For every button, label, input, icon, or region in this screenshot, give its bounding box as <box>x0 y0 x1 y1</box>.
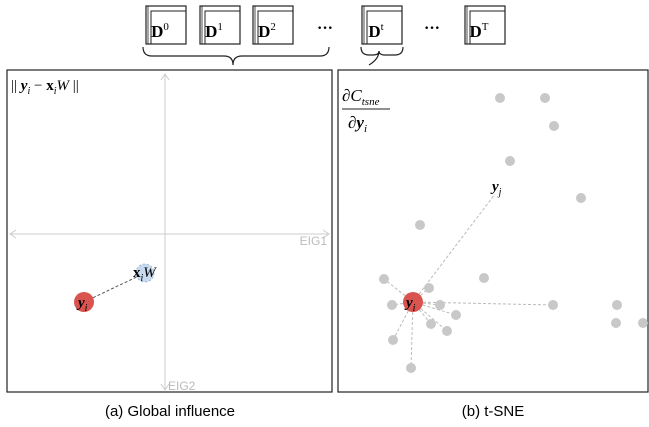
point <box>135 263 155 283</box>
block-inner <box>150 10 186 44</box>
text: i <box>413 303 416 314</box>
point <box>74 292 94 312</box>
text: 2 <box>270 21 276 33</box>
dots <box>379 93 648 373</box>
text: || <box>73 78 79 94</box>
text: t <box>381 21 384 33</box>
block-label: D1 <box>205 21 223 41</box>
text: ∂C <box>342 86 362 105</box>
formula: ∂yi <box>348 113 367 135</box>
text: − <box>34 78 42 94</box>
block-label: DT <box>469 21 488 41</box>
text: x <box>46 78 54 94</box>
data-block <box>145 5 187 45</box>
dot <box>548 300 558 310</box>
brace <box>360 46 380 66</box>
axis-arrow <box>9 229 330 239</box>
dot <box>612 300 622 310</box>
dot <box>576 193 586 203</box>
dot <box>451 310 461 320</box>
data-block <box>199 5 241 45</box>
text: x <box>133 265 141 281</box>
text: W <box>143 265 157 281</box>
dot <box>495 93 505 103</box>
caption: (b) t-SNE <box>462 403 525 420</box>
brace <box>142 46 330 66</box>
text: D <box>151 22 163 41</box>
panel-frame <box>337 69 649 393</box>
point-label: yi <box>404 295 416 314</box>
text: 0 <box>163 21 169 33</box>
dot <box>638 318 648 328</box>
block-inner <box>204 10 240 44</box>
point <box>403 292 423 312</box>
brace <box>378 46 404 56</box>
panel-frame <box>6 69 333 393</box>
link <box>412 301 554 306</box>
text: D <box>205 22 217 41</box>
data-block <box>464 5 506 45</box>
dot <box>611 318 621 328</box>
block-inner <box>366 10 402 44</box>
block-inner <box>469 10 505 44</box>
dot <box>435 300 445 310</box>
data-block <box>252 5 294 45</box>
dot <box>415 220 425 230</box>
block-inner <box>257 10 293 44</box>
block-label: D2 <box>258 21 276 41</box>
dot <box>479 273 489 283</box>
formula: || yi − xiW || <box>11 78 79 98</box>
point-label: yi <box>76 295 88 314</box>
dot <box>388 335 398 345</box>
text: y <box>404 295 413 311</box>
dot <box>505 156 515 166</box>
text: y <box>19 78 28 94</box>
text: y <box>490 179 499 195</box>
point-label: yj <box>490 179 502 198</box>
text: tsne <box>362 96 380 108</box>
text: D <box>258 22 270 41</box>
text: 1 <box>217 21 223 33</box>
text: i <box>85 303 88 314</box>
dot <box>442 326 452 336</box>
text: ∂y <box>348 113 364 132</box>
text: j <box>497 187 502 198</box>
block-label: D0 <box>151 21 169 41</box>
caption: (a) Global influence <box>105 403 235 420</box>
text: D <box>368 22 380 41</box>
text: i <box>54 86 57 97</box>
link <box>410 301 414 369</box>
text: i <box>364 123 367 135</box>
ellipsis: ··· <box>317 20 333 37</box>
dot <box>424 283 434 293</box>
dot <box>540 93 550 103</box>
text: i <box>141 273 144 284</box>
text: y <box>76 295 85 311</box>
formula: ∂Ctsne <box>342 86 380 108</box>
text: T <box>482 21 489 33</box>
block-label: Dt <box>368 21 383 41</box>
dot <box>379 274 389 284</box>
dot <box>406 363 416 373</box>
text: i <box>27 86 30 97</box>
text: D <box>469 22 481 41</box>
dot <box>549 121 559 131</box>
ellipsis: ··· <box>424 20 440 37</box>
text: || <box>11 78 17 94</box>
axis-arrow <box>160 73 170 391</box>
axis-label: EIG1 <box>300 234 328 248</box>
text: W <box>56 78 70 94</box>
data-block <box>361 5 403 45</box>
dot <box>387 300 397 310</box>
link <box>83 272 146 303</box>
axis-label: EIG2 <box>168 379 196 393</box>
dot <box>426 319 436 329</box>
top-row: D0 D1 D2 ··· Dt ··· DT <box>145 5 506 45</box>
point-label: xiW <box>133 265 157 284</box>
